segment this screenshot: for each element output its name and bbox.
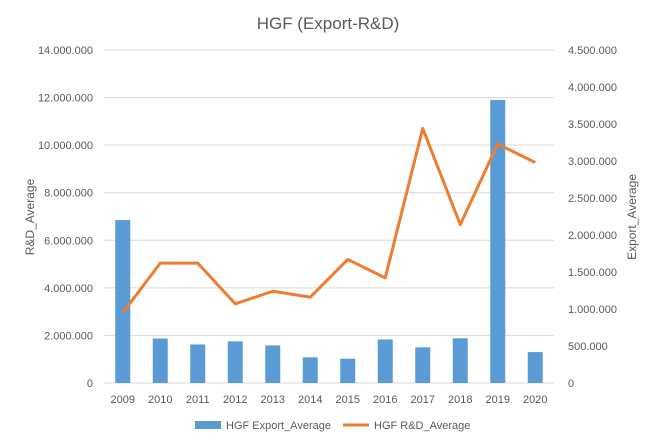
bar	[227, 341, 243, 383]
right-tick-label: 500.000	[568, 341, 608, 353]
bar	[152, 338, 168, 383]
x-tick-label: 2012	[223, 394, 247, 406]
bar	[265, 345, 281, 383]
bar	[377, 339, 393, 383]
left-tick-label: 6.000.000	[44, 235, 93, 247]
right-tick-label: 1.000.000	[568, 304, 617, 316]
x-tick-label: 2010	[148, 394, 172, 406]
x-tick-label: 2015	[336, 394, 360, 406]
bar-series	[115, 99, 543, 383]
legend-bar-swatch	[195, 421, 221, 429]
bar	[490, 99, 506, 383]
x-tick-label: 2019	[486, 394, 510, 406]
bar	[190, 344, 206, 383]
left-tick-label: 12.000.000	[38, 93, 93, 105]
chart-title: HGF (Export-R&D)	[257, 14, 400, 33]
legend: HGF Export_Average HGF R&D_Average	[195, 420, 470, 432]
right-axis-ticks: 0 500.000 1.000.000 1.500.000 2.000.000 2.500…	[568, 45, 617, 390]
right-tick-label: 3.500.000	[568, 119, 617, 131]
left-axis-title: R&D_Average	[23, 178, 37, 255]
right-tick-label: 1.500.000	[568, 267, 617, 279]
right-tick-label: 2.500.000	[568, 193, 617, 205]
right-tick-label: 2.000.000	[568, 230, 617, 242]
bar	[115, 220, 131, 383]
bar	[452, 338, 468, 383]
x-tick-label: 2016	[373, 394, 397, 406]
left-axis-ticks: 0 2.000.000 4.000.000 6.000.000 8.000.000 10.…	[38, 45, 93, 390]
legend-bar-label: HGF Export_Average	[226, 420, 331, 432]
left-tick-label: 4.000.000	[44, 283, 93, 295]
bar	[302, 357, 318, 383]
legend-line-label: HGF R&D_Average	[374, 420, 470, 432]
series-line	[121, 126, 536, 314]
x-tick-label: 2009	[111, 394, 135, 406]
bar	[415, 347, 431, 383]
x-tick-label: 2020	[523, 394, 547, 406]
right-tick-label: 4.000.000	[568, 82, 617, 94]
bar	[340, 358, 356, 383]
right-tick-label: 3.000.000	[568, 156, 617, 168]
left-tick-label: 10.000.000	[38, 140, 93, 152]
x-tick-label: 2017	[411, 394, 435, 406]
right-tick-label: 0	[568, 378, 574, 390]
right-axis-title: Export_Average	[625, 174, 639, 260]
line-series	[121, 126, 536, 314]
x-tick-label: 2014	[298, 394, 322, 406]
gridlines	[104, 49, 554, 384]
right-tick-label: 4.500.000	[568, 45, 617, 57]
left-tick-label: 0	[87, 378, 93, 390]
left-tick-label: 14.000.000	[38, 45, 93, 57]
x-axis-ticks: 2009 2010 2011 2012 2013 2014 2015 2016 2017 2018…	[111, 394, 548, 406]
left-tick-label: 2.000.000	[44, 330, 93, 342]
x-tick-label: 2011	[186, 394, 210, 406]
x-tick-label: 2018	[448, 394, 472, 406]
left-tick-label: 8.000.000	[44, 188, 93, 200]
x-tick-label: 2013	[261, 394, 285, 406]
bar	[527, 352, 543, 383]
